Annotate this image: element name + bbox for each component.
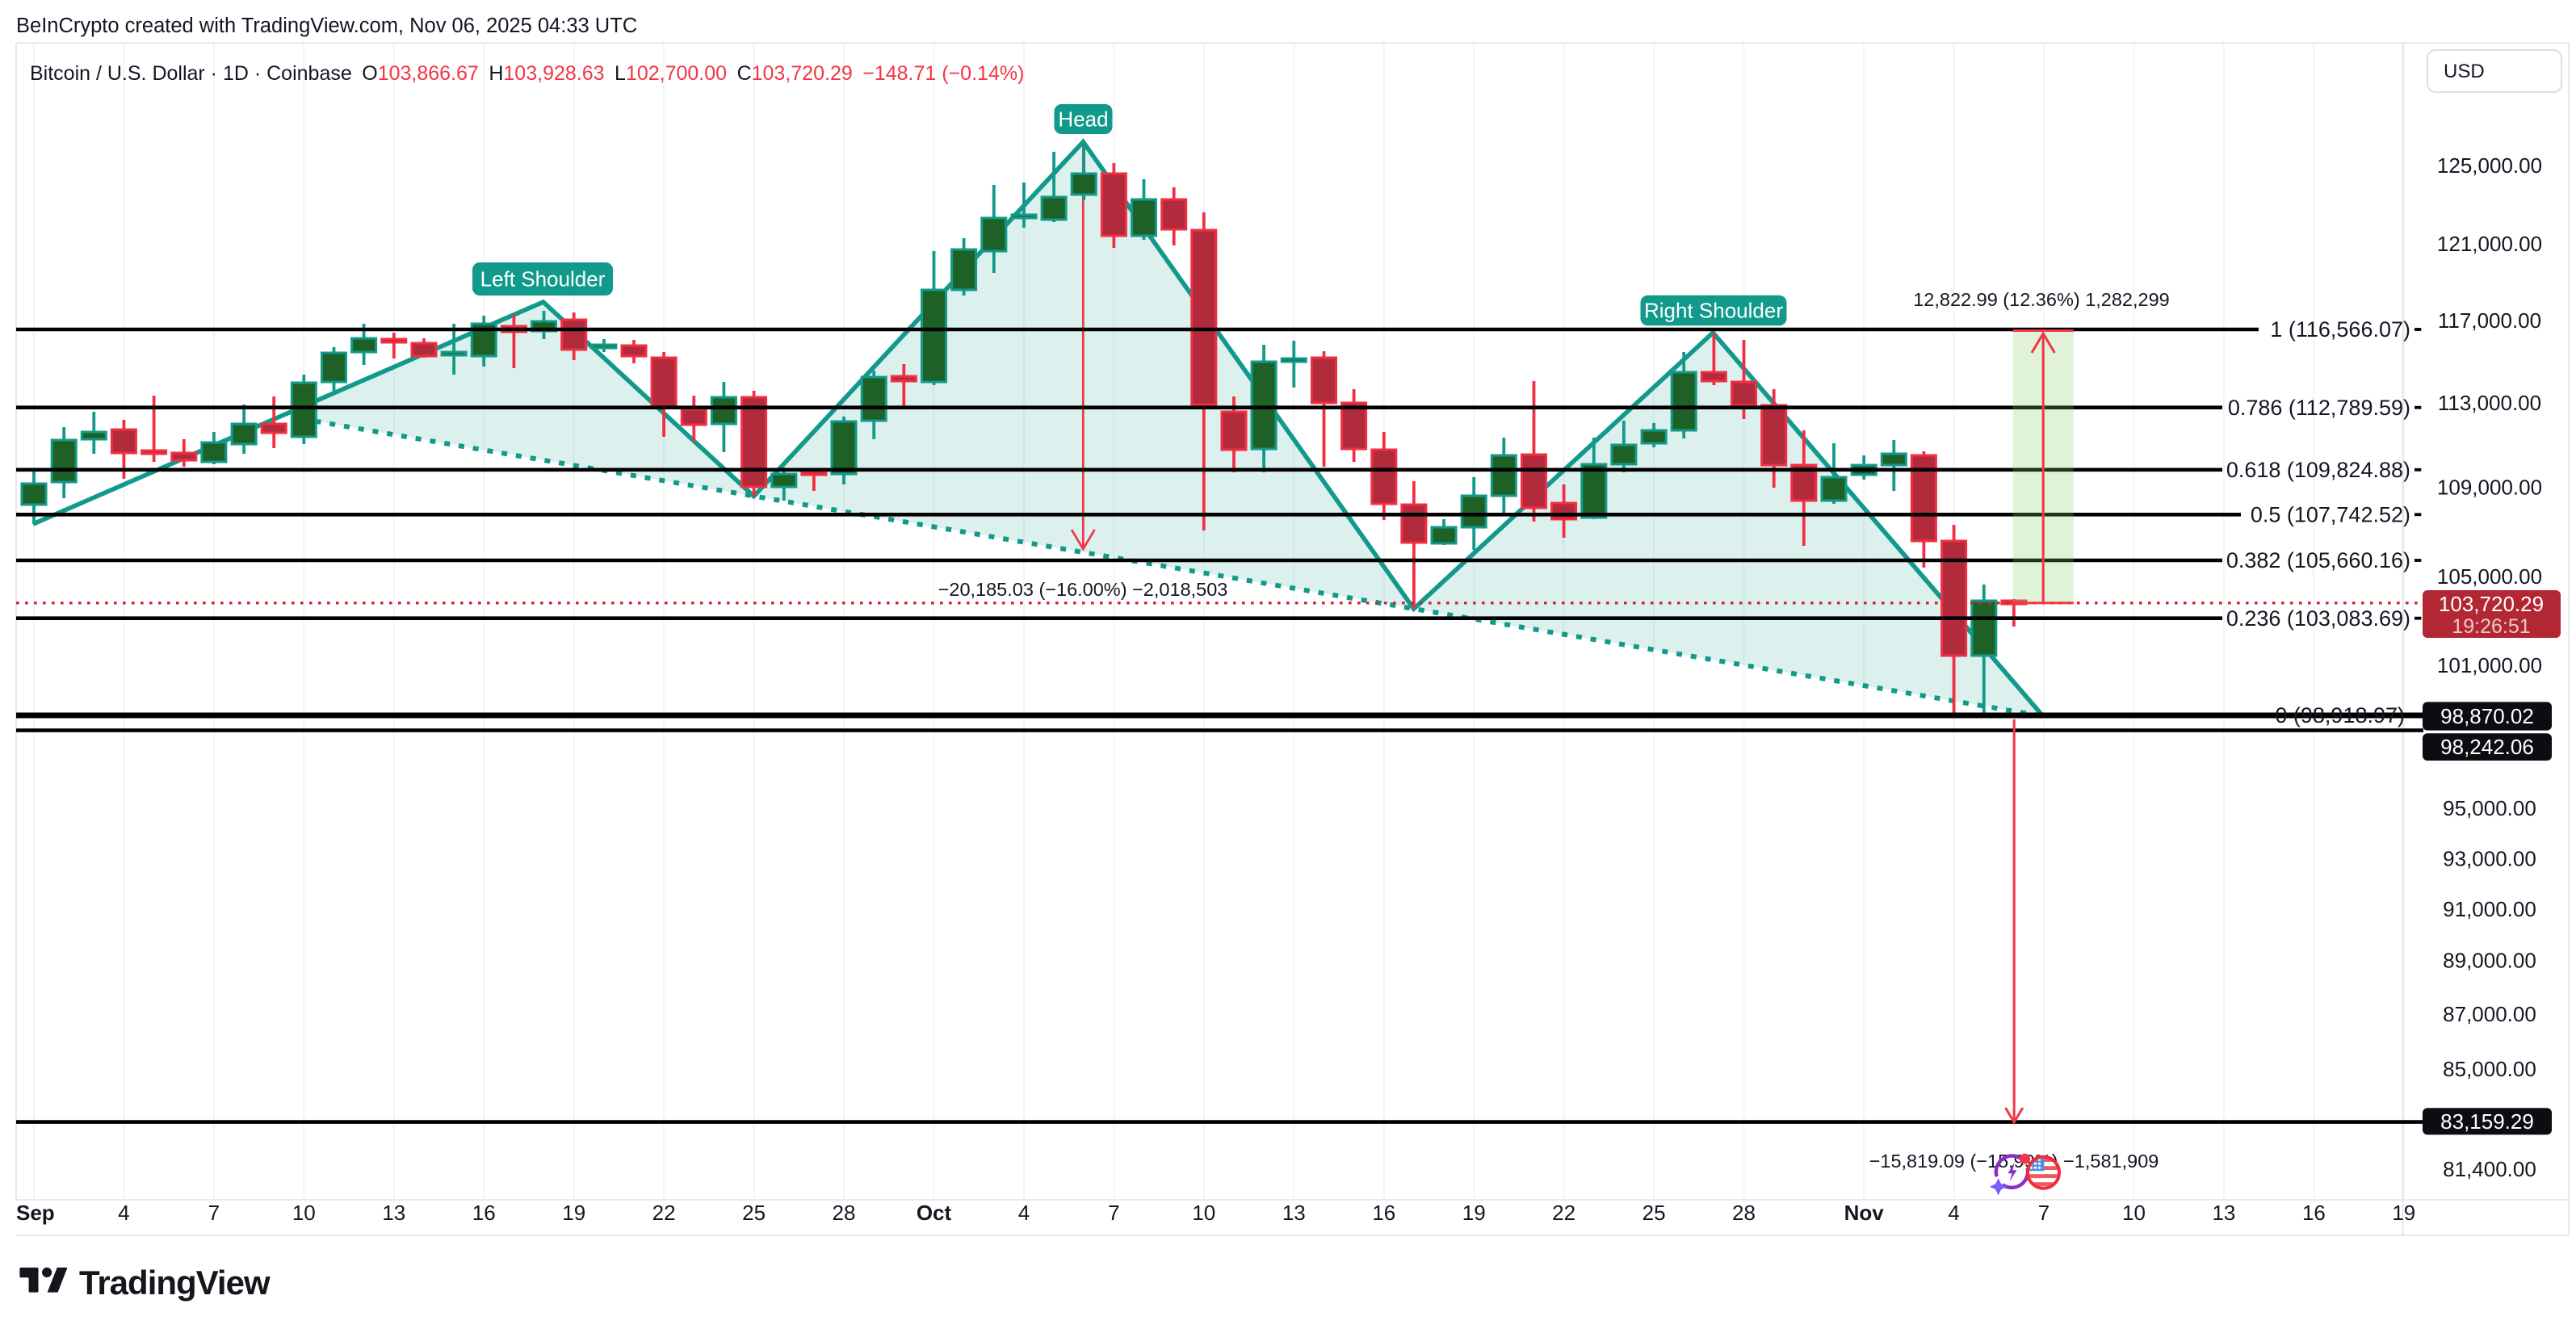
svg-text:25: 25 (742, 1201, 766, 1225)
svg-text:25: 25 (1643, 1201, 1666, 1225)
svg-text:16: 16 (1372, 1201, 1395, 1225)
svg-text:0 (98,918.97): 0 (98,918.97) (2275, 703, 2405, 727)
svg-text:10: 10 (1192, 1201, 1215, 1225)
svg-text:83,159.29: 83,159.29 (2440, 1109, 2534, 1134)
svg-text:7: 7 (1108, 1201, 1119, 1225)
svg-text:22: 22 (1552, 1201, 1575, 1225)
svg-text:91,000.00: 91,000.00 (2443, 897, 2536, 921)
svg-text:89,000.00: 89,000.00 (2443, 949, 2536, 973)
svg-text:93,000.00: 93,000.00 (2443, 847, 2536, 871)
svg-text:0.236 (103,083.69): 0.236 (103,083.69) (2226, 606, 2410, 631)
svg-text:105,000.00: 105,000.00 (2437, 564, 2542, 589)
svg-text:121,000.00: 121,000.00 (2437, 232, 2542, 256)
svg-text:87,000.00: 87,000.00 (2443, 1002, 2536, 1026)
svg-text:USD: USD (2444, 61, 2485, 82)
svg-text:Oct: Oct (917, 1201, 952, 1225)
svg-text:0.618 (109,824.88): 0.618 (109,824.88) (2226, 458, 2410, 482)
svg-text:4: 4 (1948, 1201, 1959, 1225)
svg-text:85,000.00: 85,000.00 (2443, 1057, 2536, 1081)
svg-text:4: 4 (118, 1201, 129, 1225)
svg-text:13: 13 (382, 1201, 405, 1225)
svg-text:7: 7 (208, 1201, 220, 1225)
svg-text:98,242.06: 98,242.06 (2440, 735, 2534, 759)
svg-text:13: 13 (2212, 1201, 2235, 1225)
svg-text:BeInCrypto created with Tradin: BeInCrypto created with TradingView.com,… (16, 15, 637, 37)
svg-text:−15,819.09 (−15.99%) −1,581,90: −15,819.09 (−15.99%) −1,581,909 (1869, 1151, 2159, 1172)
svg-text:98,870.02: 98,870.02 (2440, 704, 2534, 728)
svg-text:4: 4 (1018, 1201, 1030, 1225)
svg-text:TradingView: TradingView (79, 1264, 271, 1302)
svg-text:Left Shoulder: Left Shoulder (480, 267, 606, 291)
svg-text:28: 28 (1732, 1201, 1756, 1225)
svg-text:0.382 (105,660.16): 0.382 (105,660.16) (2226, 548, 2410, 572)
svg-text:95,000.00: 95,000.00 (2443, 796, 2536, 820)
svg-text:16: 16 (2302, 1201, 2326, 1225)
svg-text:109,000.00: 109,000.00 (2437, 476, 2542, 500)
svg-text:81,400.00: 81,400.00 (2443, 1157, 2536, 1181)
svg-text:19:26:51: 19:26:51 (2452, 615, 2530, 638)
svg-text:−20,185.03 (−16.00%) −2,018,50: −20,185.03 (−16.00%) −2,018,503 (938, 579, 1228, 600)
svg-text:0.5 (107,742.52): 0.5 (107,742.52) (2251, 503, 2410, 527)
svg-text:10: 10 (2122, 1201, 2146, 1225)
svg-text:28: 28 (833, 1201, 856, 1225)
svg-text:Bitcoin / U.S. Dollar · 1D · C: Bitcoin / U.S. Dollar · 1D · Coinbase O1… (30, 62, 1024, 85)
svg-text:7: 7 (2038, 1201, 2049, 1225)
svg-text:12,822.99 (12.36%) 1,282,299: 12,822.99 (12.36%) 1,282,299 (1913, 289, 2170, 310)
svg-text:19: 19 (1462, 1201, 1486, 1225)
svg-text:103,720.29: 103,720.29 (2439, 592, 2544, 616)
svg-text:16: 16 (472, 1201, 496, 1225)
svg-text:101,000.00: 101,000.00 (2437, 653, 2542, 677)
svg-text:0.786 (112,789.59): 0.786 (112,789.59) (2228, 396, 2410, 420)
svg-text:125,000.00: 125,000.00 (2437, 153, 2542, 178)
svg-text:22: 22 (652, 1201, 676, 1225)
svg-text:Sep: Sep (16, 1201, 55, 1225)
svg-text:19: 19 (562, 1201, 585, 1225)
svg-text:113,000.00: 113,000.00 (2438, 391, 2541, 415)
svg-text:Head: Head (1058, 107, 1108, 132)
svg-text:Nov: Nov (1844, 1201, 1885, 1225)
svg-text:1 (116,566.07): 1 (116,566.07) (2270, 317, 2410, 342)
svg-text:10: 10 (292, 1201, 316, 1225)
svg-text:13: 13 (1282, 1201, 1306, 1225)
svg-text:117,000.00: 117,000.00 (2438, 308, 2541, 333)
svg-text:19: 19 (2392, 1201, 2415, 1225)
svg-text:Right Shoulder: Right Shoulder (1644, 299, 1783, 323)
